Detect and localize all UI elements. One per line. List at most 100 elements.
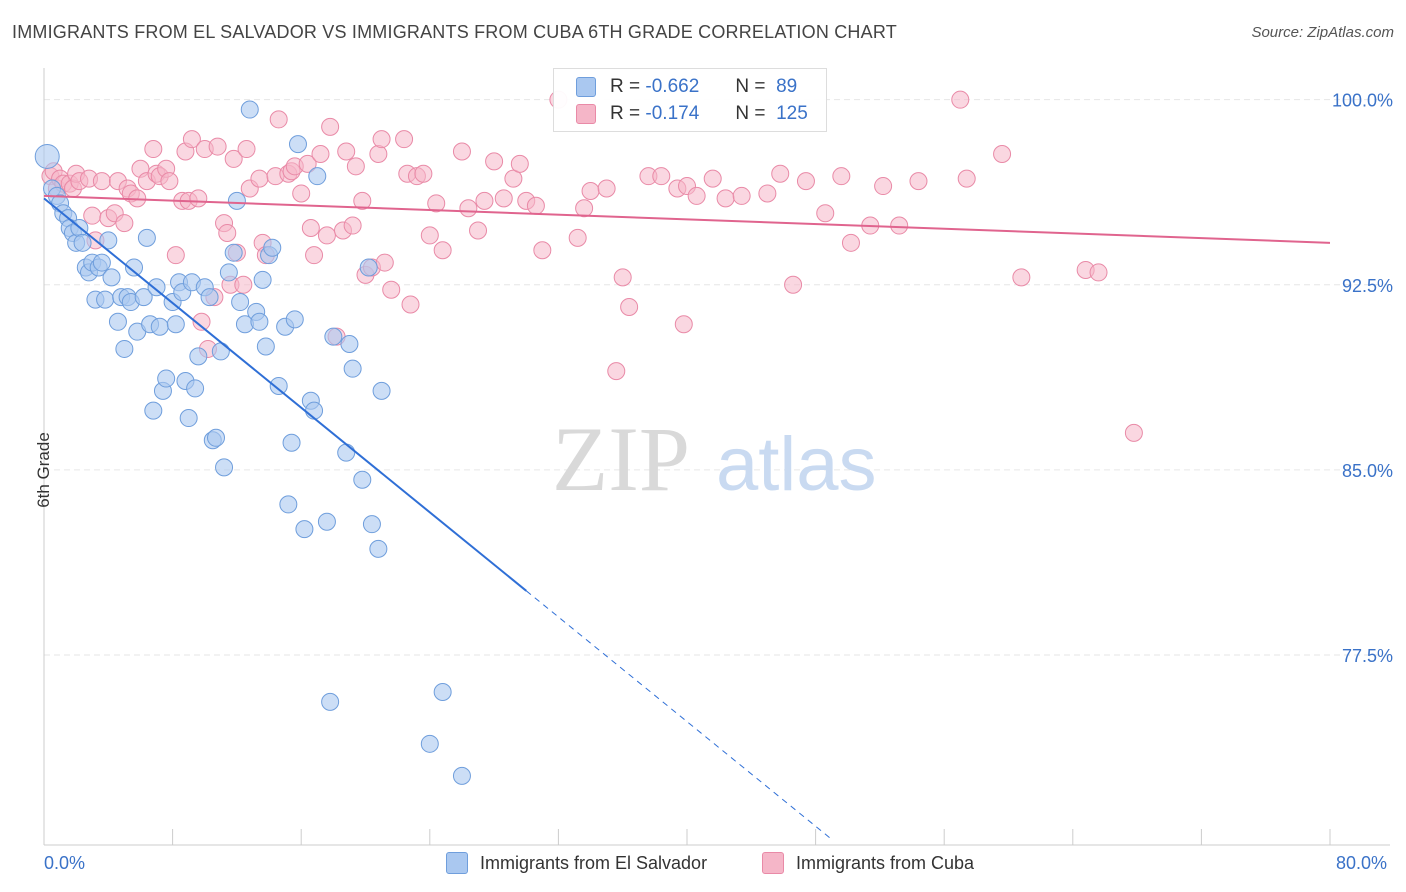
cuba-point bbox=[369, 144, 388, 163]
el-salvador-point bbox=[324, 327, 343, 346]
cuba-point bbox=[674, 315, 693, 334]
el-salvador-point bbox=[189, 347, 208, 366]
cuba-point bbox=[575, 199, 594, 218]
legend-swatch-pink bbox=[576, 104, 596, 124]
cuba-point bbox=[160, 172, 179, 191]
el-salvador-point bbox=[317, 512, 336, 531]
el-salvador-point bbox=[115, 339, 134, 358]
watermark-zip: ZIP bbox=[552, 408, 690, 510]
cuba-point bbox=[305, 246, 324, 265]
legend-item-label: Immigrants from Cuba bbox=[796, 852, 975, 873]
legend-n-label: N = bbox=[735, 103, 766, 124]
cuba-point bbox=[192, 312, 211, 331]
cuba-point bbox=[841, 233, 860, 252]
cuba-point bbox=[652, 167, 671, 186]
cuba-point bbox=[269, 110, 288, 129]
cuba-point bbox=[346, 157, 365, 176]
cuba-point bbox=[687, 186, 706, 205]
cuba-point bbox=[115, 214, 134, 233]
watermark: ZIP atlas bbox=[552, 408, 877, 510]
el-salvador-point bbox=[108, 312, 127, 331]
legend-r-value: -0.662 bbox=[645, 76, 700, 97]
el-salvador-point bbox=[179, 409, 198, 428]
cuba-point bbox=[703, 169, 722, 188]
cuba-point bbox=[526, 196, 545, 215]
el-salvador-point bbox=[288, 135, 307, 154]
y-tick-label: 85.0% bbox=[1342, 461, 1393, 481]
chart-title: IMMIGRANTS FROM EL SALVADOR VS IMMIGRANT… bbox=[12, 22, 897, 42]
el-salvador-point bbox=[263, 238, 282, 257]
cuba-point bbox=[874, 177, 893, 196]
cuba-point bbox=[292, 184, 311, 203]
el-salvador-point bbox=[200, 288, 219, 307]
cuba-point bbox=[510, 154, 529, 173]
cuba-point bbox=[166, 246, 185, 265]
cuba-point bbox=[890, 216, 909, 235]
el-salvador-point bbox=[279, 495, 298, 514]
el-salvador-point bbox=[144, 401, 163, 420]
el-salvador-point bbox=[211, 342, 230, 361]
cuba-point bbox=[469, 221, 488, 240]
cuba-point bbox=[321, 117, 340, 136]
cuba-point bbox=[716, 189, 735, 208]
el-salvador-point bbox=[231, 293, 250, 312]
el-salvador-point bbox=[215, 458, 234, 477]
cuba-point bbox=[758, 184, 777, 203]
legend-item-label: Immigrants from El Salvador bbox=[480, 852, 708, 873]
cuba-point bbox=[909, 172, 928, 191]
cuba-point bbox=[475, 191, 494, 210]
cuba-point bbox=[607, 362, 626, 381]
legend-swatch-blue bbox=[446, 852, 468, 874]
cuba-point bbox=[1124, 423, 1143, 442]
cuba-point bbox=[224, 149, 243, 168]
el-salvador-point bbox=[147, 278, 166, 297]
cuba-point bbox=[597, 179, 616, 198]
el-salvador-point bbox=[224, 243, 243, 262]
el-salvador-point bbox=[269, 376, 288, 395]
el-salvador-point bbox=[372, 381, 391, 400]
cuba-point bbox=[784, 275, 803, 294]
cuba-point bbox=[581, 181, 600, 200]
el-salvador-point bbox=[150, 317, 169, 336]
legend-n-value: 89 bbox=[776, 76, 798, 97]
cuba-point bbox=[372, 130, 391, 149]
cuba-point bbox=[494, 189, 513, 208]
axes bbox=[43, 68, 1390, 846]
legend-swatch-pink bbox=[762, 852, 784, 874]
el-salvador-point bbox=[186, 379, 205, 398]
cuba-points bbox=[41, 90, 1143, 442]
el-salvador-point bbox=[308, 167, 327, 186]
el-salvador-point bbox=[353, 470, 372, 489]
cuba-point bbox=[92, 172, 111, 191]
el-salvador-trend-extension bbox=[525, 590, 832, 840]
el-salvador-point bbox=[227, 191, 246, 210]
el-salvador-point bbox=[362, 515, 381, 534]
cuba-point bbox=[433, 241, 452, 260]
el-salvador-point bbox=[253, 270, 272, 289]
legend-n-value: 125 bbox=[776, 103, 808, 124]
el-salvador-point bbox=[99, 231, 118, 250]
cuba-point bbox=[504, 169, 523, 188]
legend-r-value: -0.174 bbox=[645, 103, 700, 124]
trend-lines bbox=[43, 194, 1331, 840]
cuba-point bbox=[353, 191, 372, 210]
el-salvador-point bbox=[92, 253, 111, 272]
y-tick-label: 77.5% bbox=[1342, 646, 1393, 666]
cuba-point bbox=[1012, 268, 1031, 287]
cuba-point bbox=[250, 169, 269, 188]
el-salvador-point bbox=[337, 443, 356, 462]
el-salvador-point bbox=[125, 258, 144, 277]
legend-swatch-blue bbox=[576, 77, 596, 97]
cuba-point bbox=[189, 189, 208, 208]
cuba-point bbox=[218, 223, 237, 242]
el-salvador-point bbox=[282, 433, 301, 452]
legend-n-label: N = bbox=[735, 76, 766, 97]
el-salvador-point bbox=[420, 734, 439, 753]
cuba-point bbox=[420, 226, 439, 245]
el-salvador-point bbox=[359, 258, 378, 277]
x-tick-label-min: 0.0% bbox=[44, 853, 86, 873]
el-salvador-point bbox=[452, 766, 471, 785]
series-legend: Immigrants from El Salvador Immigrants f… bbox=[0, 852, 1406, 878]
correlation-legend: R = -0.662 N = 89 R = -0.174 N = 125 bbox=[553, 68, 827, 132]
cuba-point bbox=[771, 164, 790, 183]
